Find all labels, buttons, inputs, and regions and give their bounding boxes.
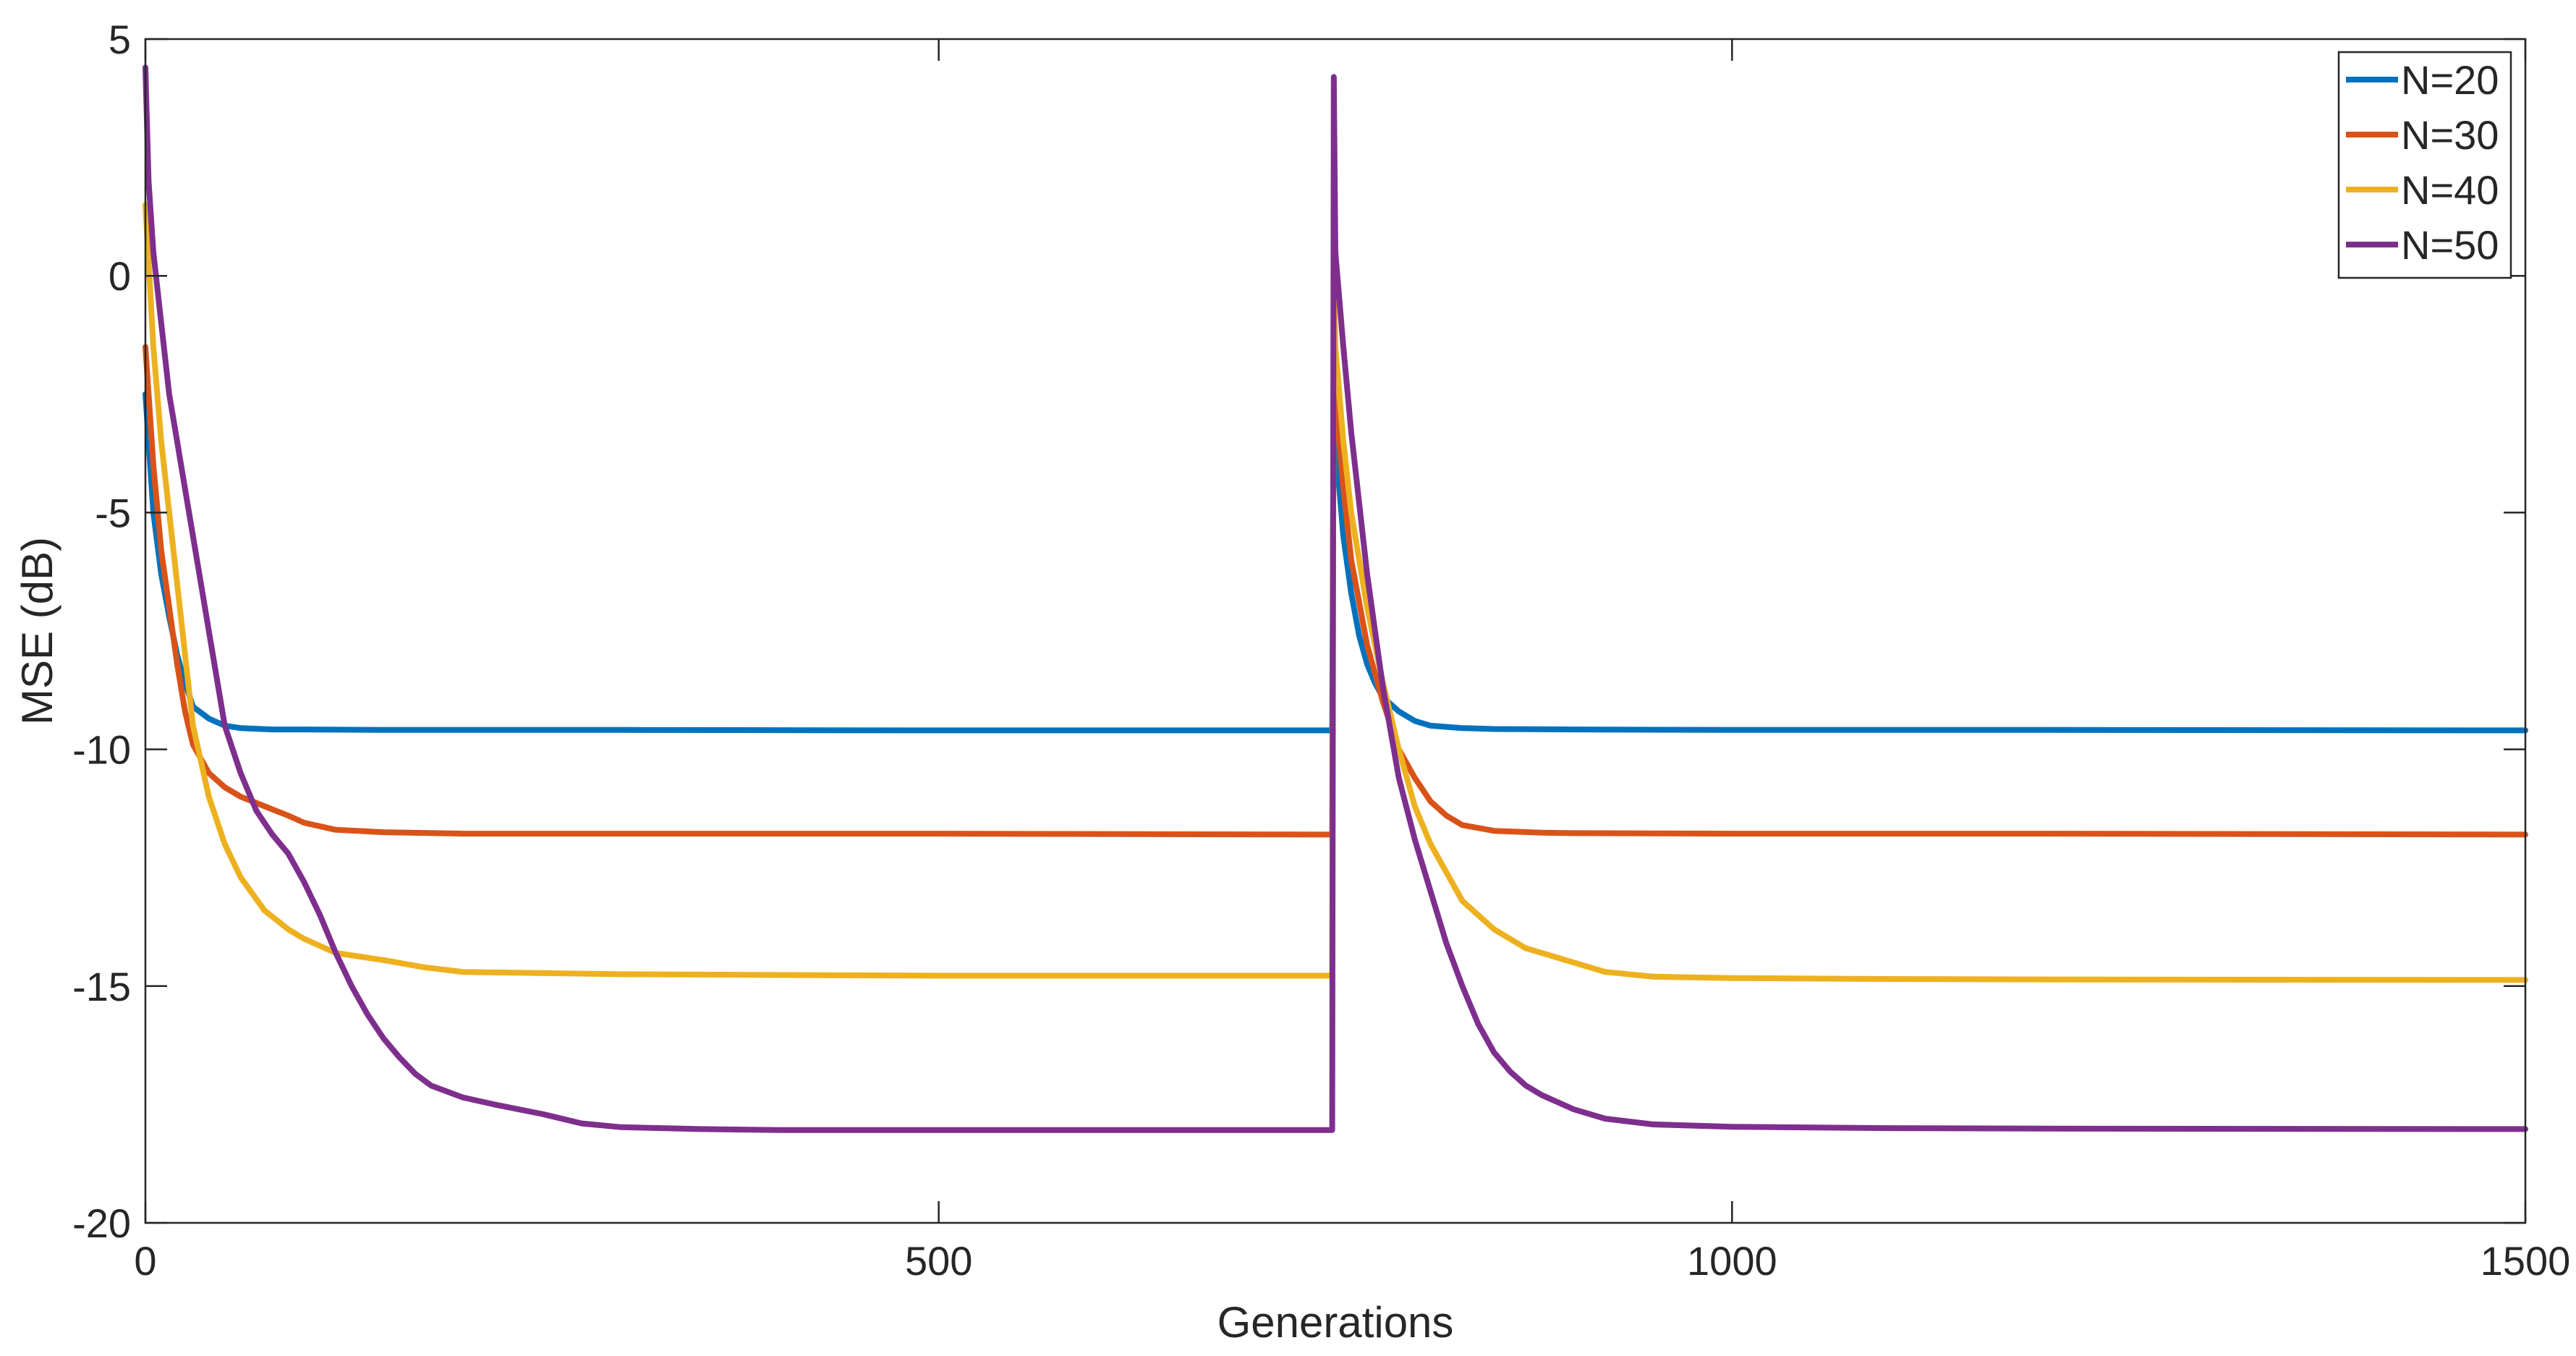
y-tick-label: 0 (109, 253, 131, 299)
y-tick-label: -5 (95, 490, 131, 535)
x-tick-label: 500 (905, 1238, 972, 1284)
series-line-n-50 (143, 64, 2528, 1133)
x-axis-label: Generations (1217, 1298, 1454, 1347)
y-tick-label: 5 (109, 17, 131, 62)
legend: N=20 N=30 N=40 N=50 (2337, 51, 2512, 279)
series-layer (143, 64, 2528, 1133)
legend-label: N=50 (2401, 222, 2499, 268)
y-tick-label: -20 (72, 1200, 131, 1246)
legend-label: N=20 (2401, 57, 2499, 103)
legend-label: N=30 (2401, 112, 2499, 158)
legend-label: N=40 (2401, 167, 2499, 213)
x-tick-label: 1500 (2481, 1238, 2571, 1284)
legend-box (2337, 51, 2512, 279)
y-axis-label: MSE (dB) (13, 537, 61, 725)
y-tick-label: -15 (72, 964, 131, 1009)
x-tick-label: 1000 (1687, 1238, 1777, 1284)
x-tick-label: 0 (134, 1238, 156, 1284)
y-tick-label: -10 (72, 727, 131, 773)
series-line-n-30 (143, 296, 2528, 838)
plot-area-frame (144, 38, 2527, 1224)
axes-layer: 0 500 1000 1500 5 0 -5 -10 -15 -20 (72, 17, 2570, 1284)
